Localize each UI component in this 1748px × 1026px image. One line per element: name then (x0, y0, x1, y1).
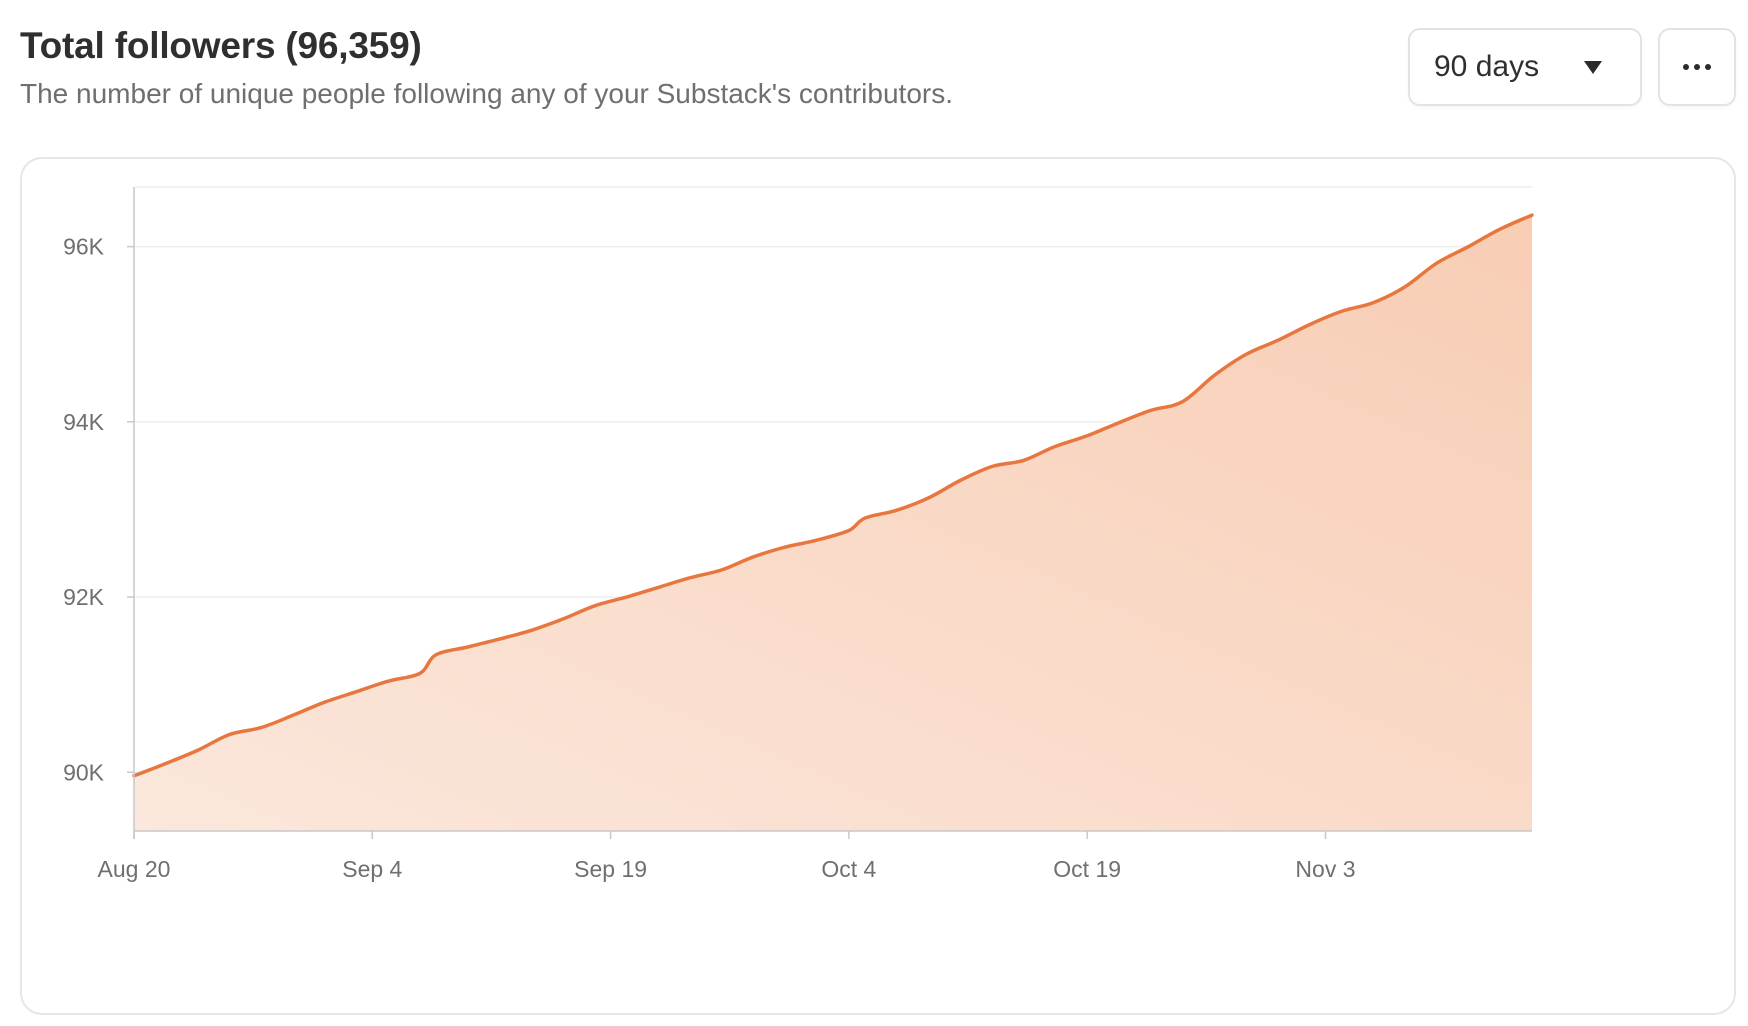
y-tick-label: 92K (63, 584, 105, 610)
chart-header: Total followers (96,359) The number of u… (20, 22, 953, 112)
date-range-label: 90 days (1434, 50, 1540, 83)
x-tick-label: Oct 4 (821, 856, 876, 882)
chart-controls: 90 days (1408, 28, 1736, 106)
more-options-button[interactable] (1658, 28, 1736, 106)
x-tick-label: Nov 3 (1295, 856, 1355, 882)
y-tick-label: 96K (63, 234, 105, 260)
y-tick-label: 90K (63, 759, 105, 785)
y-tick-label: 94K (63, 409, 105, 435)
date-range-dropdown[interactable]: 90 days (1408, 28, 1642, 106)
series-line (132, 213, 1534, 778)
series-area (134, 215, 1532, 832)
x-tick-label: Aug 20 (98, 856, 171, 882)
chart-subtitle: The number of unique people following an… (20, 78, 953, 109)
x-tick-label: Sep 4 (342, 856, 402, 882)
followers-area-chart: 90K 92K 94K 96K Aug 20 Sep 4 Sep 19 Oct 4 Oct 19… (63, 186, 1534, 882)
ellipsis-icon (1683, 64, 1711, 70)
chart-card: 90K 92K 94K 96K Aug 20 Sep 4 Sep 19 Oct 4 Oct 19… (20, 157, 1736, 1015)
x-tick-label: Sep 19 (574, 856, 647, 882)
caret-down-icon (1584, 60, 1602, 74)
chart-title: Total followers (96,359) (20, 25, 422, 66)
x-tick-label: Oct 19 (1053, 856, 1121, 882)
